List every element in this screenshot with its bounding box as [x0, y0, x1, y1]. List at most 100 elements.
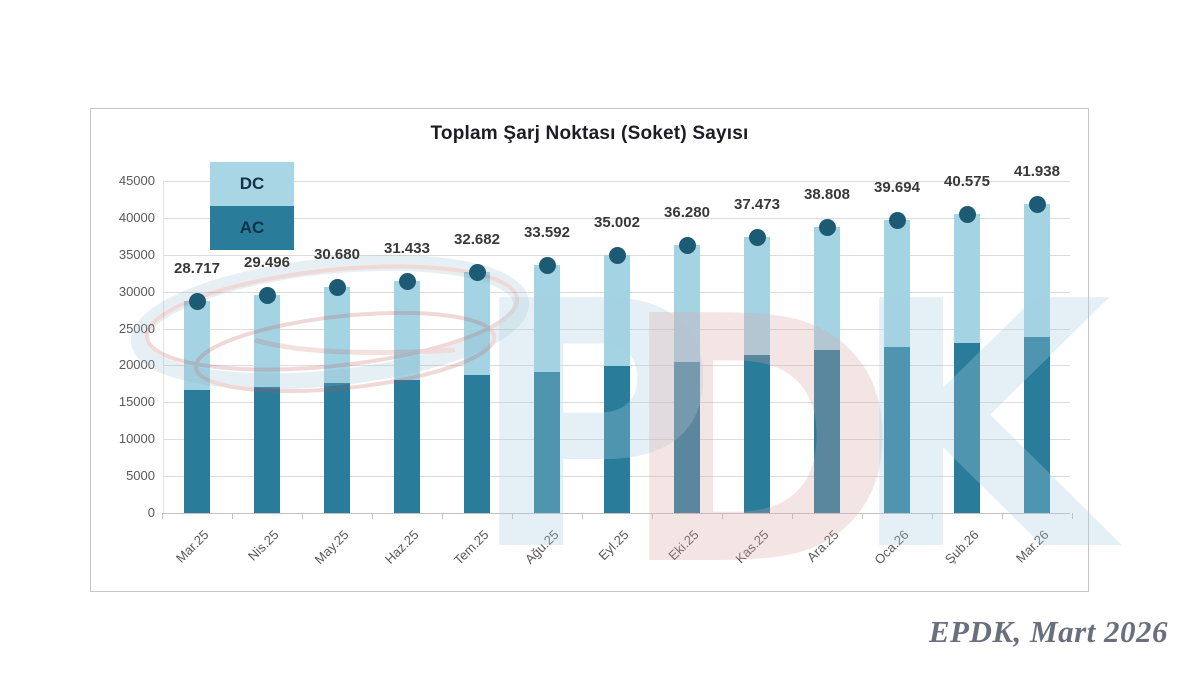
bar-segment-ac	[814, 349, 840, 513]
bar-segment-dc	[744, 236, 770, 356]
y-axis-label: 20000	[118, 357, 155, 373]
stacked-bar	[1024, 203, 1050, 513]
source-caption: EPDK, Mart 2026	[928, 614, 1168, 649]
bar-segment-ac	[184, 390, 210, 513]
stacked-bar	[464, 271, 490, 513]
stacked-bar	[674, 245, 700, 513]
chart-title: Toplam Şarj Noktası (Soket) Sayısı	[430, 123, 749, 144]
legend-dc-label: DC	[239, 174, 265, 193]
bar-segment-ac	[1024, 337, 1050, 513]
bar-total-label: 37.473	[734, 195, 780, 213]
bar-total-label: 31.433	[384, 240, 430, 258]
chart-legend: DC AC	[210, 162, 294, 250]
gridline	[163, 217, 1070, 219]
bar-total-label: 39.694	[874, 179, 920, 197]
y-axis-label: 35000	[118, 246, 155, 262]
x-axis-tick	[862, 513, 863, 519]
data-point-marker	[748, 228, 766, 246]
stacked-bar	[814, 226, 840, 513]
stacked-bar	[254, 295, 280, 513]
y-axis-label: 10000	[118, 431, 155, 447]
y-axis-label: 0	[147, 505, 155, 520]
bar-total-label: 40.575	[944, 172, 990, 190]
x-axis-tick	[162, 513, 163, 519]
bar-segment-dc	[814, 226, 840, 350]
bar-segment-dc	[394, 281, 420, 381]
x-axis-tick	[582, 513, 583, 519]
y-axis-label: 40000	[118, 209, 155, 225]
legend-item-dc: DC	[210, 162, 294, 206]
bar-total-label: 29.496	[244, 254, 290, 272]
bar-total-label: 32.682	[454, 230, 500, 248]
data-point-marker	[328, 278, 346, 296]
bar-segment-dc	[674, 245, 700, 362]
data-point-marker	[678, 237, 696, 255]
data-point-marker	[398, 273, 416, 291]
x-axis-tick	[722, 513, 723, 519]
bar-segment-ac	[394, 380, 420, 513]
data-point-marker	[188, 293, 206, 311]
data-point-marker	[258, 287, 276, 305]
stacked-bar	[184, 301, 210, 513]
bar-segment-dc	[884, 220, 910, 347]
bar-segment-ac	[604, 366, 630, 513]
x-axis-line	[163, 513, 1070, 514]
stacked-bar	[324, 286, 350, 513]
legend-ac-label: AC	[239, 218, 265, 237]
y-axis-label: 5000	[126, 468, 155, 484]
bar-segment-ac	[744, 355, 770, 513]
bar-total-label: 35.002	[594, 213, 640, 231]
bar-total-label: 36.280	[664, 204, 710, 222]
stacked-bar	[884, 220, 910, 513]
bar-total-label: 30.680	[314, 245, 360, 263]
y-axis-label: 45000	[118, 173, 155, 188]
bar-segment-ac	[254, 386, 280, 513]
x-axis-tick	[792, 513, 793, 519]
stacked-bar	[394, 281, 420, 513]
stacked-bar	[534, 265, 560, 513]
bar-segment-dc	[254, 295, 280, 387]
y-axis-label: 25000	[118, 320, 155, 336]
bar-segment-ac	[674, 361, 700, 513]
data-point-marker	[818, 218, 836, 236]
bar-total-label: 41.938	[1014, 162, 1060, 180]
bar-segment-dc	[534, 265, 560, 372]
x-axis-tick	[302, 513, 303, 519]
data-point-marker	[468, 263, 486, 281]
y-axis-line	[163, 181, 164, 513]
bar-total-label: 28.717	[174, 260, 220, 278]
bar-segment-ac	[954, 343, 980, 513]
bar-segment-ac	[324, 382, 350, 513]
x-axis-tick	[1072, 513, 1073, 519]
stacked-bar	[744, 236, 770, 513]
legend-item-ac: AC	[210, 206, 294, 250]
data-point-marker	[1028, 195, 1046, 213]
data-point-marker	[888, 212, 906, 230]
x-axis-tick	[512, 513, 513, 519]
bar-segment-dc	[1024, 203, 1050, 338]
x-axis-tick	[1002, 513, 1003, 519]
bar-total-label: 33.592	[524, 224, 570, 242]
data-point-marker	[958, 205, 976, 223]
bar-segment-dc	[464, 271, 490, 376]
bar-segment-ac	[884, 346, 910, 513]
y-axis-label: 30000	[118, 283, 155, 299]
bar-segment-ac	[534, 371, 560, 513]
y-axis-label: 15000	[118, 394, 155, 410]
bar-segment-ac	[464, 375, 490, 513]
stacked-bar	[954, 213, 980, 513]
x-axis-tick	[372, 513, 373, 519]
stacked-bar	[604, 254, 630, 513]
bar-segment-dc	[954, 213, 980, 344]
x-axis-tick	[932, 513, 933, 519]
bar-segment-dc	[324, 286, 350, 383]
x-axis-tick	[652, 513, 653, 519]
data-point-marker	[538, 257, 556, 275]
bar-segment-dc	[604, 254, 630, 367]
gridline	[163, 181, 1070, 182]
data-point-marker	[608, 246, 626, 264]
bar-total-label: 38.808	[804, 185, 850, 203]
x-axis-tick	[232, 513, 233, 519]
bar-segment-dc	[184, 301, 210, 391]
